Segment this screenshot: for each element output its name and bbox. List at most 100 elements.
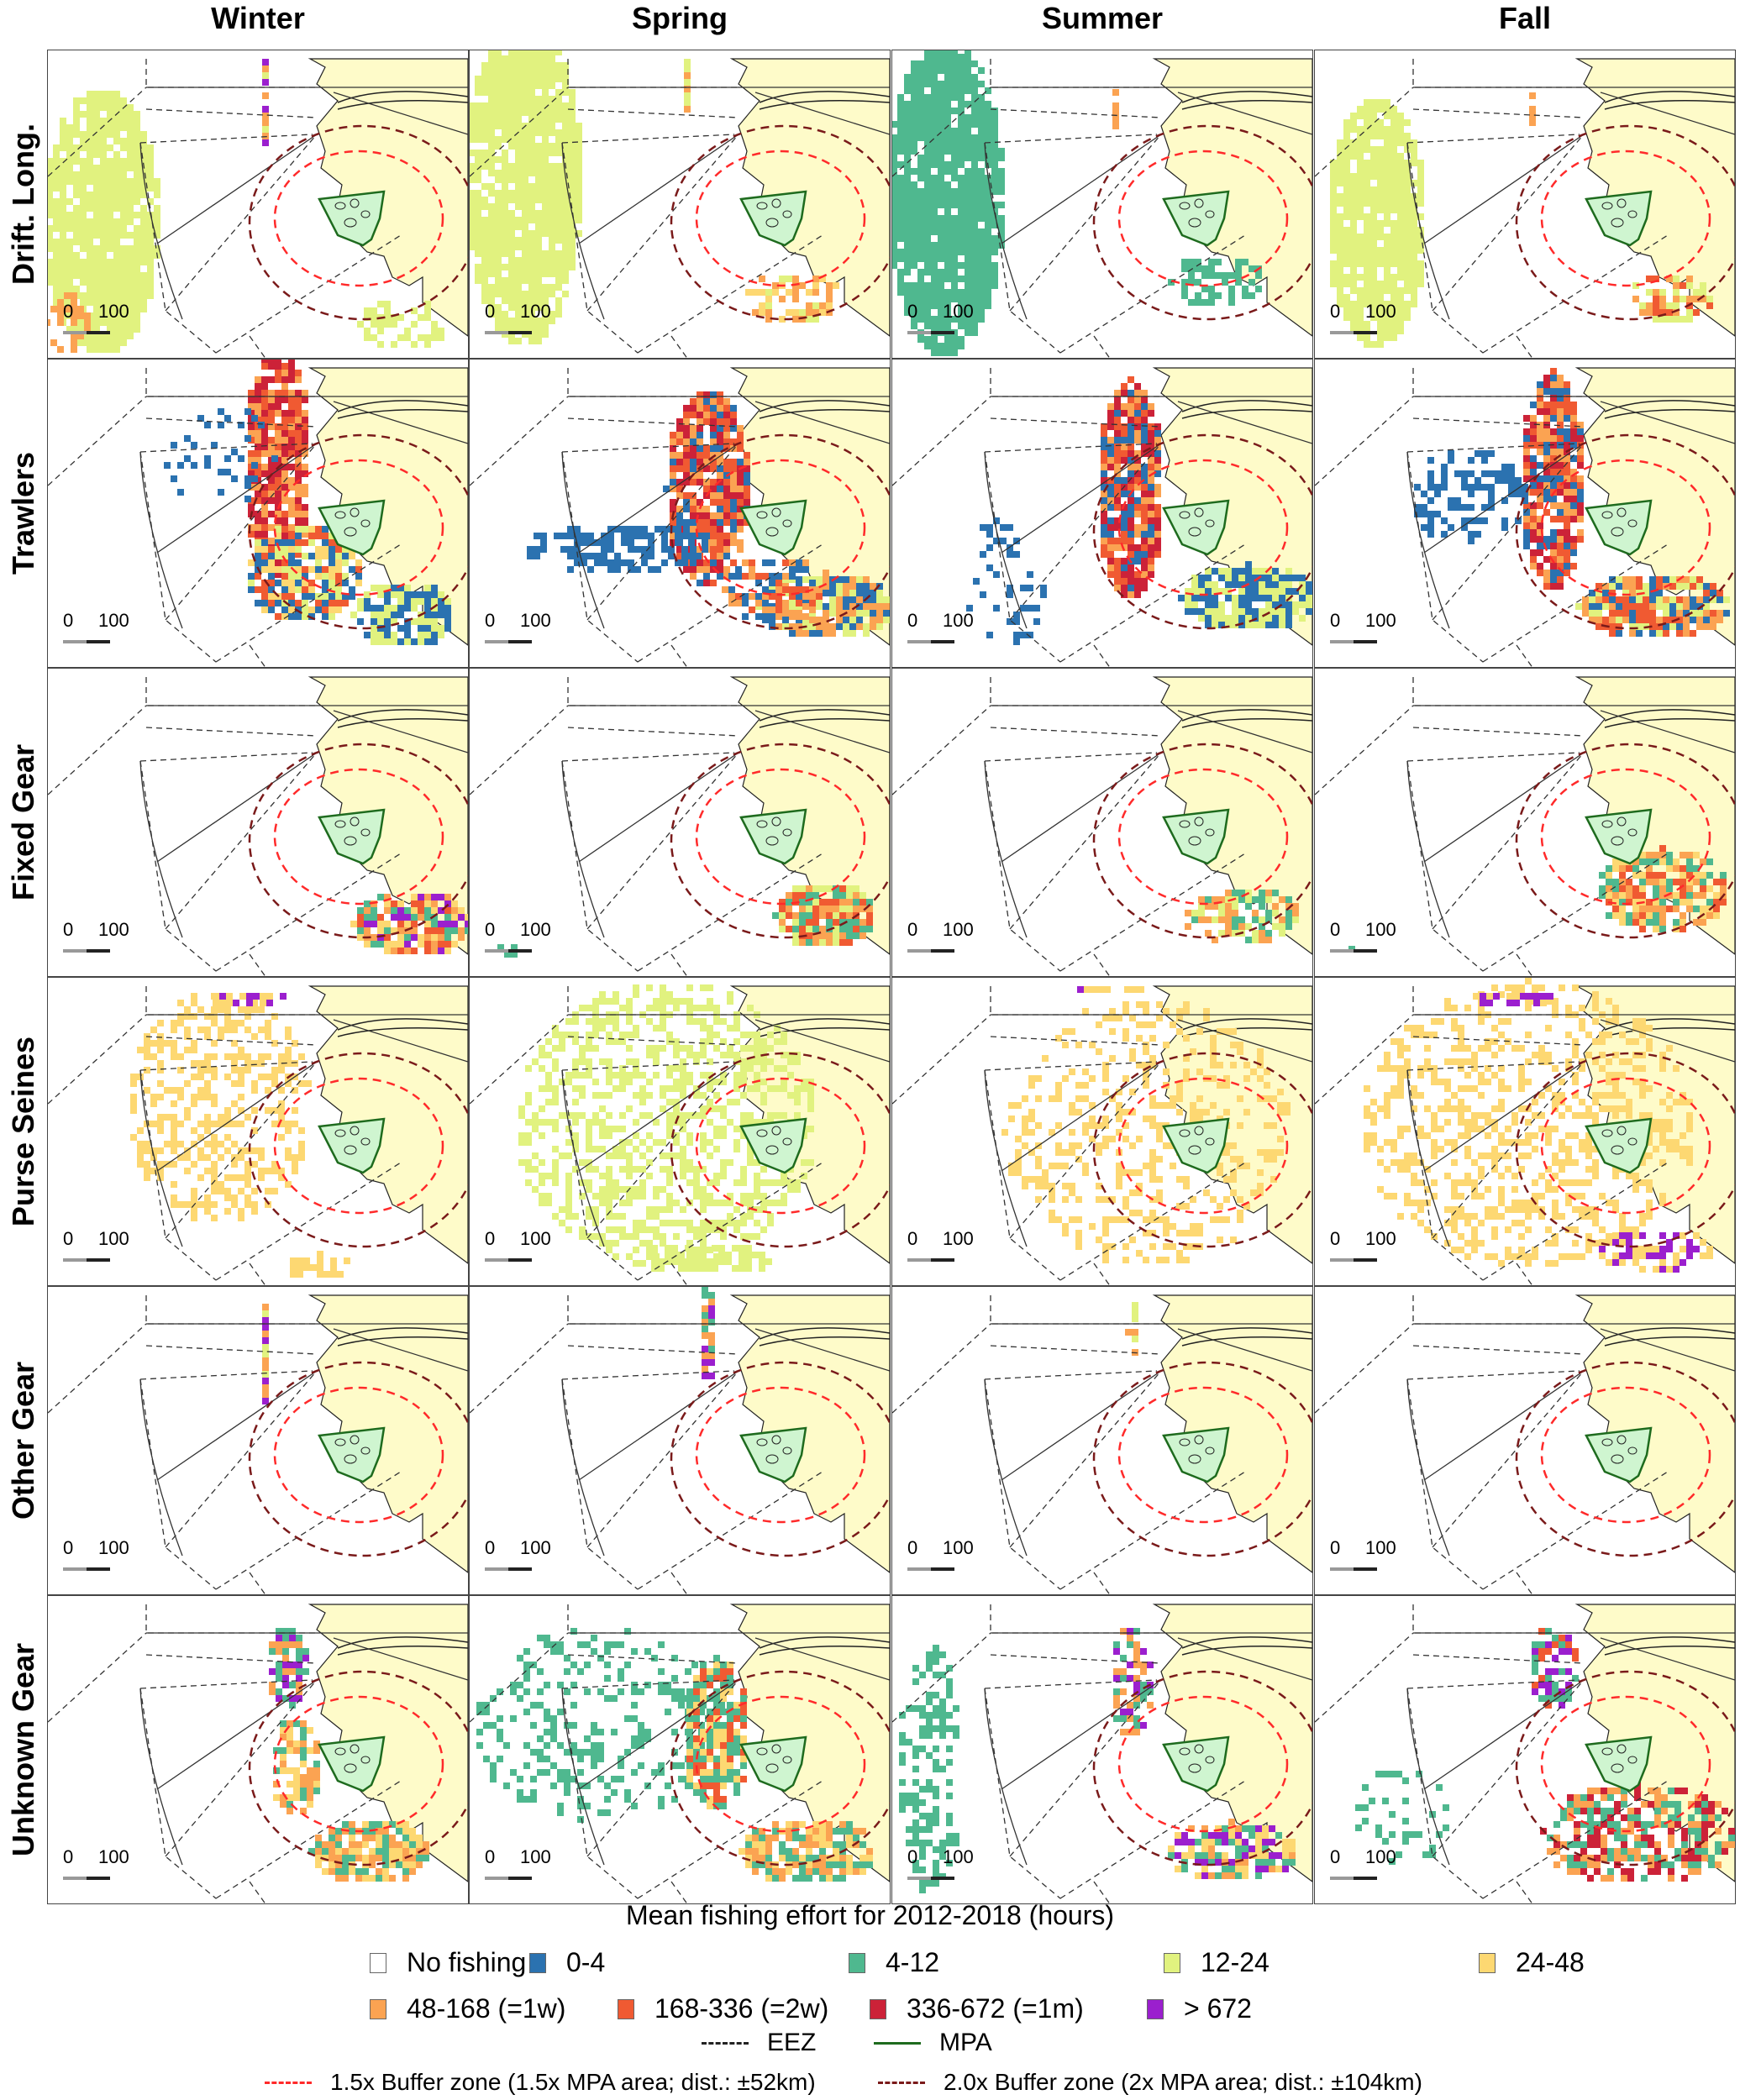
- effort-cell: [1564, 570, 1570, 576]
- effort-cell: [542, 129, 549, 136]
- effort-cell: [171, 1194, 177, 1201]
- effort-cell: [806, 912, 812, 919]
- effort-cell: [1232, 916, 1238, 923]
- effort-cell: [812, 932, 819, 939]
- effort-cell: [730, 405, 737, 412]
- effort-cell: [1706, 858, 1713, 865]
- effort-cell: [288, 533, 295, 539]
- effort-cell: [391, 914, 397, 921]
- effort-cell: [812, 892, 819, 899]
- effort-cell: [697, 526, 703, 533]
- effort-cell: [1185, 608, 1191, 615]
- effort-cell: [1350, 193, 1357, 200]
- effort-cell: [53, 165, 60, 171]
- effort-cell: [451, 921, 458, 927]
- effort-cell: [938, 269, 944, 276]
- effort-cell: [424, 334, 431, 341]
- effort-cell: [1377, 220, 1384, 227]
- effort-cell: [515, 89, 522, 96]
- effort-cell: [268, 559, 275, 566]
- effort-cell: [488, 244, 495, 250]
- effort-cell: [1659, 892, 1666, 899]
- effort-cell: [1218, 608, 1225, 615]
- effort-cell: [892, 188, 897, 195]
- buffer-2x: [670, 124, 890, 321]
- effort-cell: [549, 284, 555, 291]
- effort-cell: [924, 302, 931, 309]
- effort-cell: [1350, 207, 1357, 213]
- effort-cell: [1404, 254, 1411, 260]
- effort-cell: [1141, 491, 1148, 497]
- effort-cell: [986, 531, 993, 538]
- effort-cell: [944, 255, 951, 262]
- effort-cell: [1656, 576, 1663, 583]
- effort-cell: [917, 74, 924, 81]
- effort-cell: [475, 203, 481, 210]
- effort-cell: [431, 625, 438, 632]
- effort-cell: [717, 519, 723, 526]
- effort-cell: [951, 242, 958, 249]
- effort-cell: [528, 270, 535, 277]
- effort-cell: [938, 323, 944, 329]
- effort-cell: [786, 276, 792, 282]
- effort-cell: [275, 571, 281, 578]
- effort-cell: [302, 444, 308, 450]
- effort-cell: [931, 50, 938, 54]
- effort-cell: [965, 255, 971, 262]
- effort-cell: [154, 212, 160, 218]
- effort-cell: [481, 257, 488, 264]
- effort-cell: [1570, 509, 1577, 516]
- effort-cell: [1370, 200, 1377, 207]
- effort-cell: [475, 123, 481, 129]
- effort-cell: [1357, 186, 1364, 193]
- effort-cell: [1384, 234, 1390, 240]
- effort-cell: [944, 50, 951, 54]
- effort-cell: [495, 318, 502, 324]
- effort-cell: [315, 553, 322, 559]
- effort-cell: [723, 398, 730, 405]
- effort-cell: [676, 465, 683, 472]
- effort-cell: [418, 334, 424, 341]
- effort-cell: [1337, 166, 1343, 173]
- effort-cell: [470, 123, 475, 129]
- effort-cell: [991, 242, 998, 249]
- effort-cell: [80, 131, 87, 138]
- effort-cell: [971, 81, 978, 87]
- effort-cell: [411, 948, 418, 954]
- effort-cell: [1411, 281, 1417, 287]
- effort-cell: [730, 412, 737, 418]
- effort-cell: [1134, 417, 1141, 423]
- effort-cell: [1343, 240, 1350, 247]
- effort-cell: [749, 559, 755, 566]
- effort-cell: [697, 506, 703, 512]
- effort-cell: [951, 255, 958, 262]
- effort-cell: [147, 286, 154, 292]
- effort-cell: [184, 1114, 191, 1121]
- effort-cell: [1107, 484, 1114, 491]
- effort-cell: [1357, 240, 1364, 247]
- effort-cell: [488, 76, 495, 82]
- effort-cell: [404, 328, 411, 334]
- effort-cell: [917, 134, 924, 141]
- effort-cell: [985, 202, 991, 208]
- effort-cell: [562, 250, 569, 257]
- effort-cell: [730, 506, 737, 512]
- scale-label-end: 100: [520, 301, 551, 322]
- effort-cell: [542, 143, 549, 150]
- effort-cell: [60, 205, 66, 212]
- effort-cell: [357, 914, 364, 921]
- effort-cell: [1673, 316, 1680, 323]
- effort-cell: [1141, 517, 1148, 524]
- effort-cell: [1397, 240, 1404, 247]
- effort-cell: [978, 276, 985, 282]
- effort-cell: [1390, 146, 1397, 153]
- effort-cell: [1185, 595, 1191, 601]
- effort-cell: [1370, 254, 1377, 260]
- effort-cell: [1218, 622, 1225, 628]
- effort-cell: [549, 230, 555, 237]
- effort-cell: [1703, 590, 1710, 596]
- effort-cell: [87, 118, 93, 124]
- effort-cell: [488, 183, 495, 190]
- effort-cell: [549, 190, 555, 197]
- effort-cell: [897, 255, 904, 262]
